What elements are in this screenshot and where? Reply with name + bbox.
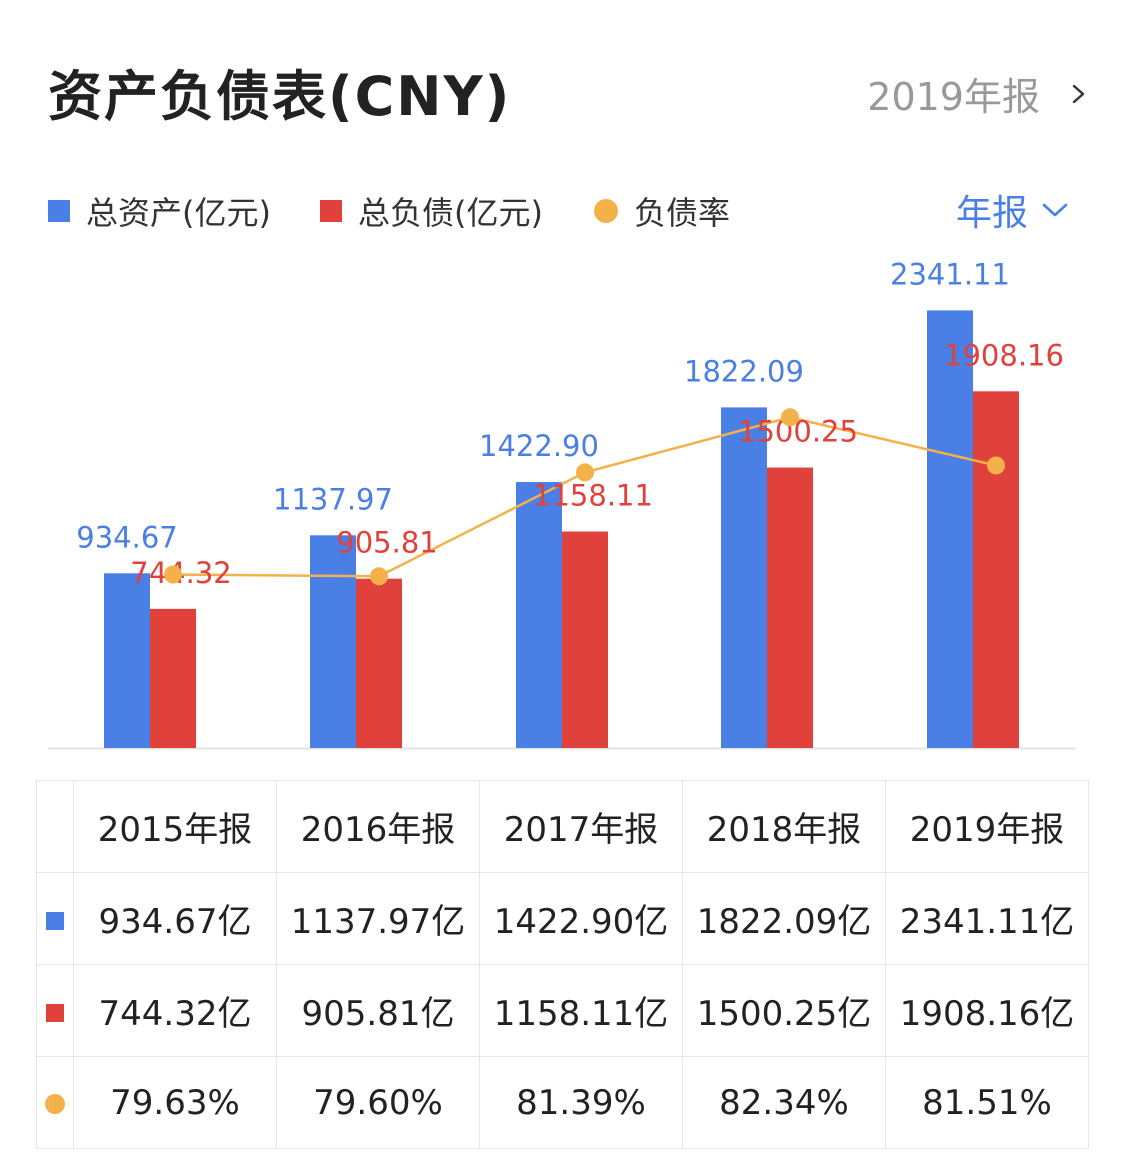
table-marker-total-assets (46, 911, 64, 930)
table-marker-cell (36, 964, 74, 1057)
data-label-total-liabilities: 1908.16 (944, 338, 1064, 372)
bar-total-assets (927, 310, 973, 748)
table-marker-total-liabilities (46, 1003, 64, 1022)
bar-total-liabilities (150, 608, 196, 748)
legend-item-debt-ratio[interactable]: 负债率 (594, 188, 730, 234)
data-label-total-liabilities: 905.81 (336, 526, 437, 560)
table-cell: 2341.11亿 (885, 872, 1089, 965)
data-label-total-assets: 1822.09 (684, 354, 804, 388)
bar-total-liabilities (767, 467, 813, 748)
table-marker-debt-ratio (45, 1093, 65, 1114)
table-cell: 81.39% (479, 1056, 683, 1149)
bar-total-liabilities (973, 391, 1019, 748)
table-header-cell: 2015年报 (73, 780, 277, 873)
table-header-row: 2015年报 2016年报 2017年报 2018年报 2019年报 (36, 780, 1089, 873)
table-cell: 1908.16亿 (885, 964, 1089, 1057)
table-header-marker-cell (36, 780, 74, 873)
table-header-cell: 2018年报 (682, 780, 886, 873)
bar-total-assets (310, 535, 356, 748)
bar-total-liabilities (356, 578, 402, 748)
debt-ratio-point (164, 565, 182, 584)
debt-ratio-point (781, 408, 799, 427)
table-row-total-assets: 934.67亿 1137.97亿 1422.90亿 1822.09亿 2341.… (36, 872, 1089, 965)
chevron-down-icon (1042, 203, 1068, 217)
table-row-debt-ratio: 79.63% 79.60% 81.39% 82.34% 81.51% (36, 1056, 1089, 1149)
data-table-container: 2015年报 2016年报 2017年报 2018年报 2019年报 934.6… (36, 780, 1089, 1149)
chart-plot-area: 934.67744.321137.97905.811422.901158.111… (48, 257, 1076, 750)
table-header-cell: 2016年报 (276, 780, 480, 873)
table-header-cell: 2017年报 (479, 780, 683, 873)
header: 资产负债表(CNY) 2019年报 (48, 52, 1088, 142)
debt-ratio-point (370, 567, 388, 586)
legend-label-debt-ratio: 负债率 (634, 194, 731, 232)
legend-label-total-liabilities: 总负债(亿元) (358, 194, 543, 232)
bar-total-assets (104, 573, 150, 748)
table-cell: 1422.90亿 (479, 872, 683, 965)
table-cell: 1137.97亿 (276, 872, 480, 965)
report-period-label: 2019年报 (867, 75, 1040, 119)
table-cell: 1500.25亿 (682, 964, 886, 1057)
data-label-total-assets: 1137.97 (273, 482, 393, 516)
data-label-total-assets: 934.67 (76, 520, 177, 554)
table-cell: 1822.09亿 (682, 872, 886, 965)
legend-label-total-assets: 总资产(亿元) (86, 194, 271, 232)
table-row-total-liabilities: 744.32亿 905.81亿 1158.11亿 1500.25亿 1908.1… (36, 964, 1089, 1057)
report-period-link[interactable]: 2019年报 (867, 66, 1088, 121)
legend-item-total-assets[interactable]: 总资产(亿元) (48, 188, 271, 234)
debt-ratio-point (576, 463, 594, 482)
chart-legend: 总资产(亿元) 总负债(亿元) 负债率 年报 (48, 188, 1068, 238)
legend-marker-total-assets (48, 200, 70, 222)
table-cell: 82.34% (682, 1056, 886, 1149)
data-label-total-assets: 1422.90 (479, 429, 599, 463)
table-cell: 744.32亿 (73, 964, 277, 1057)
table-cell: 1158.11亿 (479, 964, 683, 1057)
page-title: 资产负债表(CNY) (48, 65, 512, 128)
legend-item-total-liabilities[interactable]: 总负债(亿元) (320, 188, 543, 234)
table-cell: 81.51% (885, 1056, 1089, 1149)
legend-marker-total-liabilities (320, 200, 342, 222)
data-table: 2015年报 2016年报 2017年报 2018年报 2019年报 934.6… (36, 780, 1089, 1149)
table-marker-cell (36, 872, 74, 965)
period-select[interactable]: 年报 (956, 184, 1068, 236)
table-header-cell: 2019年报 (885, 780, 1089, 873)
debt-ratio-point (987, 456, 1005, 475)
data-label-total-liabilities: 1158.11 (533, 479, 653, 513)
table-marker-cell (36, 1056, 74, 1149)
legend-marker-debt-ratio (594, 199, 618, 223)
bar-total-assets (721, 407, 767, 748)
chevron-right-icon (1072, 84, 1085, 103)
table-cell: 934.67亿 (73, 872, 277, 965)
data-label-total-assets: 2341.11 (890, 257, 1010, 291)
bar-total-liabilities (562, 531, 608, 748)
table-cell: 79.60% (276, 1056, 480, 1149)
bar-total-assets (516, 482, 562, 748)
table-cell: 905.81亿 (276, 964, 480, 1057)
table-cell: 79.63% (73, 1056, 277, 1149)
period-select-label: 年报 (955, 193, 1028, 234)
